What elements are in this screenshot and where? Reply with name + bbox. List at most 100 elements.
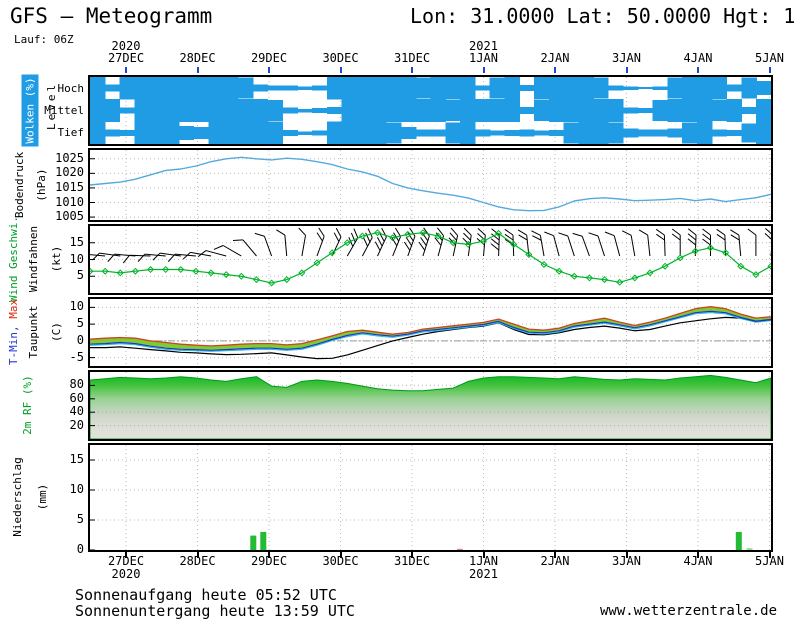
precip-axis-label: Niederschlag	[11, 457, 24, 537]
wind-barb	[361, 228, 373, 257]
date-label-bottom: 4JAN	[683, 554, 713, 568]
wind-barb	[213, 245, 242, 257]
wind-barb	[391, 227, 402, 257]
date-label-top: 31DEC	[393, 51, 431, 65]
date-label-bottom: 28DEC	[179, 554, 216, 568]
wind-barb	[254, 232, 273, 257]
page-title: GFS – Meteogramm	[10, 4, 213, 28]
date-tickmark-bottom	[125, 552, 127, 558]
precip-bar	[260, 532, 267, 550]
year-label-top: 2021	[469, 39, 498, 53]
y-tick-label: 1015	[55, 179, 84, 194]
wind-barb	[331, 227, 342, 257]
wind-barb	[152, 252, 181, 261]
wind-barb	[558, 232, 575, 257]
clouds-axis-label: Wolken (%)	[21, 74, 39, 147]
wind-barb	[490, 228, 500, 257]
cloud-level-tief-label: Tief	[57, 126, 85, 139]
y-tick-label: 40	[69, 404, 84, 419]
y-tick-label: 5	[76, 512, 84, 526]
wind-barb	[434, 227, 445, 257]
y-tick-label: 1005	[55, 209, 84, 224]
date-tickmark-top	[625, 67, 628, 73]
date-tickmark-bottom	[196, 552, 199, 558]
wind-barb	[462, 227, 472, 257]
wind-barb	[604, 231, 621, 257]
dewpoint-axis-label: Taupunkt	[27, 305, 40, 359]
sunset-info: Sonnenuntergang heute 13:59 UTC	[75, 602, 355, 620]
y-tick-label: 10	[69, 251, 84, 266]
y-tick-label: 1020	[55, 165, 84, 180]
year-label-bottom: 2021	[469, 567, 498, 581]
date-tickmark-top	[339, 67, 342, 73]
wind-panel	[88, 224, 773, 295]
y-tick-label: 0	[76, 332, 84, 347]
model-run-label: Lauf: 06Z	[14, 33, 74, 46]
wind-barb	[655, 228, 666, 257]
date-tickmark-bottom	[268, 552, 270, 558]
date-label-bottom: 31DEC	[393, 554, 431, 568]
wind-barb	[276, 229, 288, 257]
date-label-bottom: 27DEC	[107, 554, 145, 568]
date-tickmark-bottom	[554, 552, 556, 558]
year-label-top: 2020	[111, 39, 141, 53]
wind-barb	[182, 251, 212, 260]
date-label-top: 29DEC	[250, 51, 288, 65]
date-tickmark-top	[268, 67, 270, 73]
precip-bar	[456, 548, 463, 550]
y-tick-label: 10	[69, 482, 84, 496]
location-info: Lon: 31.0000 Lat: 50.0000 Hgt: 1	[410, 4, 796, 28]
wind-barb	[730, 229, 742, 257]
date-label-bottom: 29DEC	[250, 554, 288, 568]
wind-barb	[418, 227, 430, 257]
y-tick-label: 5	[76, 268, 84, 283]
y-tick-label: 1010	[55, 194, 84, 209]
sunrise-info: Sonnenaufgang heute 05:52 UTC	[75, 586, 337, 604]
y-tick-label: 80	[69, 377, 84, 392]
wind-barb	[622, 230, 636, 257]
temperature-panel	[88, 297, 773, 368]
date-tickmark-top	[411, 67, 413, 73]
precip-bar	[746, 548, 753, 550]
date-label-top: 2JAN	[540, 51, 570, 65]
wind-barb	[346, 228, 359, 257]
date-label-top: 3JAN	[612, 51, 641, 65]
date-tickmark-top	[554, 67, 556, 73]
precip-bar	[735, 532, 742, 550]
tmin-label: T-Min,	[7, 325, 20, 366]
wind-barb	[572, 232, 590, 257]
wind-barb	[687, 228, 697, 257]
y-tick-label: 1025	[55, 150, 84, 165]
precipitation-panel	[88, 443, 773, 552]
humidity-axis-label: 2m RF (%)	[21, 375, 34, 435]
year-label-bottom: 2020	[111, 567, 141, 581]
cloud-level-hoch-label: Hoch	[57, 82, 85, 95]
wind-barb	[92, 252, 121, 261]
wind-barb	[197, 250, 227, 258]
y-tick-label: 0	[76, 542, 84, 556]
cloud-level-mittel-label: Mittel	[44, 104, 84, 117]
wind-barb	[702, 228, 711, 256]
date-tickmark-top	[768, 67, 771, 73]
y-tick-label: 5	[76, 316, 84, 331]
website-credit: www.wetterzentrale.de	[600, 603, 778, 619]
date-tickmark-bottom	[339, 552, 342, 558]
date-tickmark-bottom	[697, 552, 699, 558]
date-tickmark-bottom	[625, 552, 628, 558]
wind-barb	[298, 227, 307, 257]
wind-barb	[122, 254, 151, 264]
y-tick-label: 20	[69, 417, 84, 432]
y-tick-label: 15	[69, 234, 84, 249]
date-label-bottom: 5JAN	[755, 554, 784, 568]
date-tickmark-top	[125, 67, 127, 73]
date-label-top: 5JAN	[755, 51, 784, 65]
date-label-top: 30DEC	[322, 51, 359, 65]
wind-barb	[544, 231, 560, 257]
date-tickmark-top	[482, 67, 485, 73]
date-label-top: 4JAN	[683, 51, 713, 65]
date-label-top: 1JAN	[469, 51, 498, 65]
date-tickmark-top	[697, 67, 699, 73]
y-tick-label: -5	[69, 349, 84, 364]
wind-barb	[90, 253, 106, 257]
